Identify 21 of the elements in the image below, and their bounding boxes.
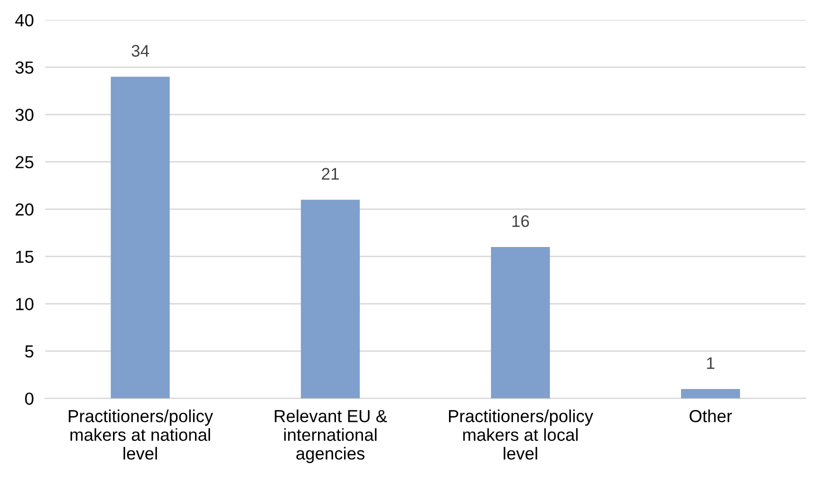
y-tick-label: 40 [15,14,34,26]
y-tick-label: 5 [25,345,34,358]
y-tick-label: 15 [16,250,34,263]
x-tick-label: Other [690,410,732,422]
data-label: 34 [132,44,150,57]
data-label: 21 [322,168,339,180]
x-tick-label: Practitioners/policy makers at local level [449,410,594,460]
y-tick-label: 35 [15,61,34,74]
x-tick-label: Relevant EU & international agencies [274,410,388,464]
y-tick-label: 30 [15,108,34,121]
y-tick-label: 20 [16,203,34,216]
bar [681,388,740,398]
bar [110,76,170,398]
y-tick-label: 25 [16,156,34,168]
bar [300,200,360,398]
y-tick-label: 0 [25,392,34,405]
x-tick-label: Practitioners/policy makers at national level [68,410,214,460]
data-label: 16 [512,215,529,228]
y-tick-label: 10 [16,298,34,310]
bar [490,247,550,398]
data-label: 1 [707,357,714,369]
